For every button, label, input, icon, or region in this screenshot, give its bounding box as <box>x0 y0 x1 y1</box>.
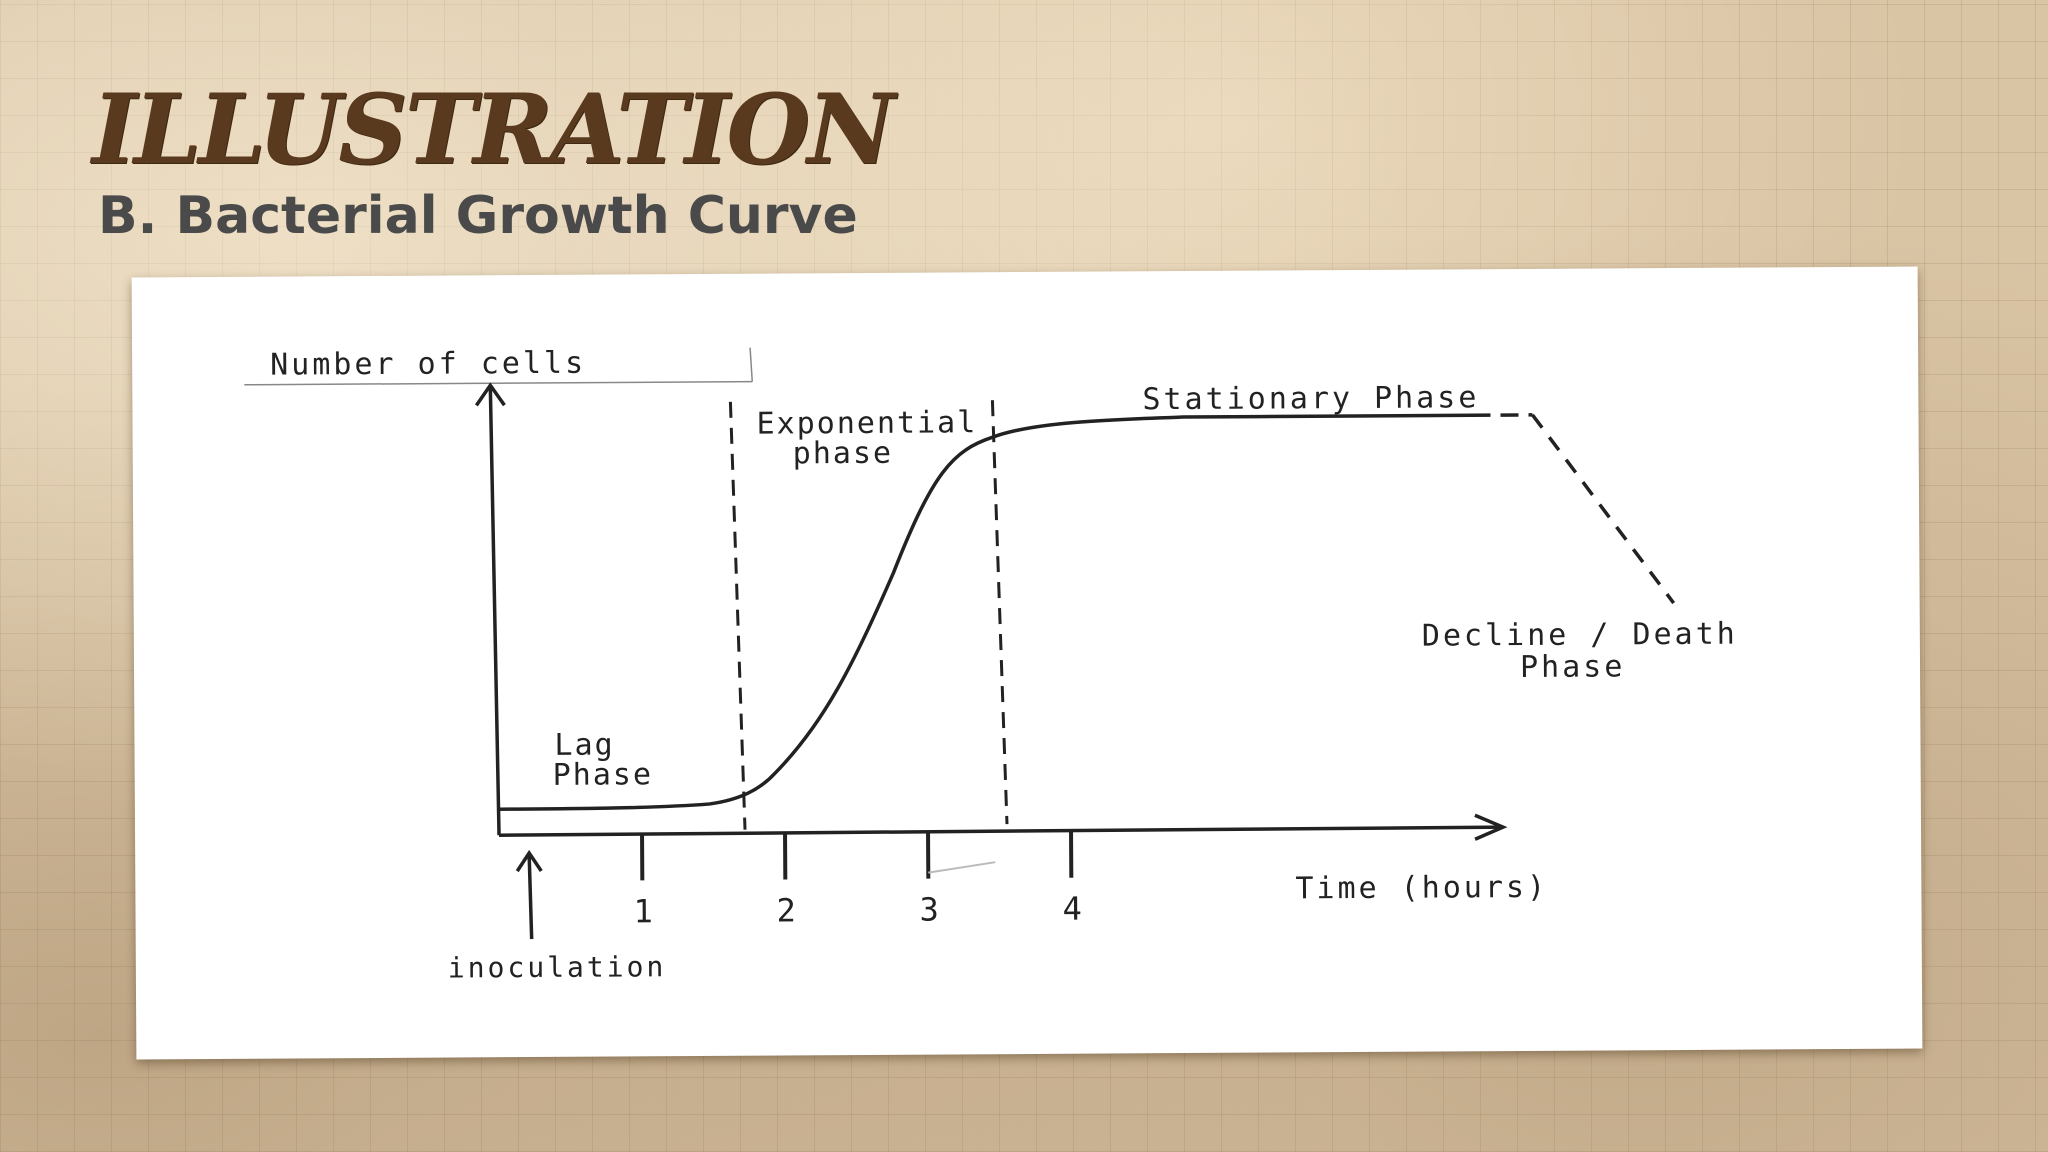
x-axis-arrowhead <box>1474 813 1508 841</box>
x-axis-label: Time (hours) <box>1295 870 1548 907</box>
decline-curve <box>1531 413 1676 605</box>
inoculation-arrowhead <box>515 849 543 873</box>
stationary-phase-label: Stationary Phase <box>1142 380 1479 417</box>
pencil-smudge <box>928 861 996 874</box>
inoculation-label: inoculation <box>448 950 667 984</box>
x-tick-label-3: 3 <box>919 891 938 929</box>
x-axis <box>499 825 1504 837</box>
y-axis-label: Number of cells <box>270 346 586 383</box>
lag-phase-label-line2: Phase <box>553 757 654 793</box>
decline-phase-label-line2: Phase <box>1520 649 1626 685</box>
lag-exponential-divider <box>728 401 747 830</box>
x-tick-label-2: 2 <box>776 891 795 929</box>
y-axis-arrowhead <box>474 382 506 407</box>
label-underline <box>244 380 753 386</box>
growth-curve-diagram: Number of cells 1 2 3 4 Time (hours) ino… <box>244 346 1738 985</box>
slide-subtitle: B. Bacterial Growth Curve <box>98 186 858 246</box>
exponential-stationary-divider <box>990 400 1009 825</box>
exponential-phase-label-line1: Exponential <box>756 405 977 441</box>
slide-title: ILLUSTRATION <box>92 73 895 186</box>
exponential-phase-label-line2: phase <box>793 436 894 472</box>
growth-curve-photo: Number of cells 1 2 3 4 Time (hours) ino… <box>131 266 1923 1060</box>
x-tick-label-4: 4 <box>1062 890 1081 928</box>
y-axis <box>488 385 501 836</box>
label-box-edge <box>749 347 754 382</box>
growth-curve <box>497 413 1475 811</box>
x-tick-label-1: 1 <box>633 892 652 930</box>
inoculation-arrow <box>527 854 534 940</box>
decline-phase-label-line1: Decline / Death <box>1422 617 1738 654</box>
lag-phase-label-line1: Lag <box>554 728 614 763</box>
